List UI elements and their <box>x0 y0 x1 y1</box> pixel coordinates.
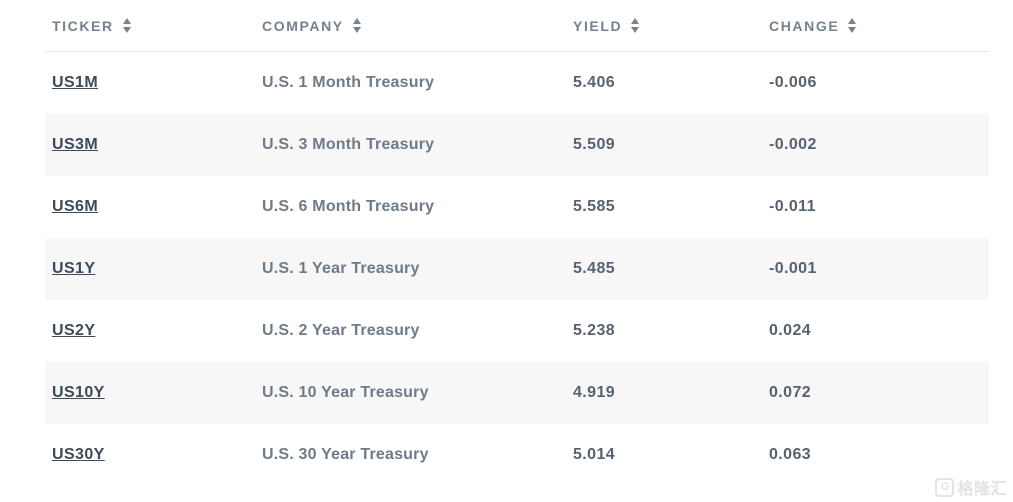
ticker-cell: US30Y <box>45 446 262 464</box>
company-cell: U.S. 30 Year Treasury <box>262 446 573 464</box>
change-cell: 0.024 <box>769 322 989 340</box>
sort-up-arrow-icon <box>352 18 361 24</box>
yield-cell: 5.406 <box>573 74 769 92</box>
yield-value: 5.014 <box>573 446 616 463</box>
column-header-label: TICKER <box>52 17 114 34</box>
column-header-ticker[interactable]: TICKER <box>45 18 262 34</box>
yield-cell: 5.485 <box>573 260 769 278</box>
ticker-cell: US1Y <box>45 260 262 278</box>
company-name: U.S. 2 Year Treasury <box>262 322 420 339</box>
sort-toggle-icon[interactable] <box>848 18 857 33</box>
change-cell: -0.002 <box>769 136 989 154</box>
table-row: US2Y U.S. 2 Year Treasury 5.238 0.024 <box>45 300 989 362</box>
change-cell: 0.063 <box>769 446 989 464</box>
company-cell: U.S. 1 Month Treasury <box>262 74 573 92</box>
change-value: -0.006 <box>769 74 817 91</box>
column-header-label: COMPANY <box>262 17 344 34</box>
table-row: US6M U.S. 6 Month Treasury 5.585 -0.011 <box>45 176 989 238</box>
ticker-link[interactable]: US2Y <box>52 322 96 339</box>
ticker-link[interactable]: US3M <box>52 136 99 153</box>
yield-value: 5.509 <box>573 136 616 153</box>
yield-cell: 4.919 <box>573 384 769 402</box>
change-cell: 0.072 <box>769 384 989 402</box>
company-cell: U.S. 3 Month Treasury <box>262 136 573 154</box>
column-header-label: CHANGE <box>769 17 840 34</box>
yield-cell: 5.585 <box>573 198 769 216</box>
sort-up-arrow-icon <box>848 18 857 24</box>
change-cell: -0.001 <box>769 260 989 278</box>
sort-toggle-icon[interactable] <box>352 18 361 33</box>
change-value: 0.063 <box>769 446 812 463</box>
column-header-yield[interactable]: YIELD <box>573 18 769 34</box>
sort-up-arrow-icon <box>122 18 131 24</box>
ticker-link[interactable]: US30Y <box>52 446 105 463</box>
sort-down-arrow-icon <box>848 27 857 33</box>
yield-cell: 5.014 <box>573 446 769 464</box>
yield-value: 5.238 <box>573 322 616 339</box>
company-cell: U.S. 6 Month Treasury <box>262 198 573 216</box>
watermark-text: 格隆汇 <box>957 481 1007 498</box>
yield-value: 5.485 <box>573 260 616 277</box>
change-value: -0.011 <box>769 198 816 215</box>
watermark-logo-icon: G <box>935 477 955 497</box>
table-header-row: TICKER COMPANY YIELD <box>45 0 989 52</box>
yield-value: 4.919 <box>573 384 616 401</box>
company-name: U.S. 1 Year Treasury <box>262 260 420 277</box>
ticker-cell: US6M <box>45 198 262 216</box>
table-row: US1Y U.S. 1 Year Treasury 5.485 -0.001 <box>45 238 989 300</box>
column-header-label: YIELD <box>573 17 623 34</box>
watermark: G 格隆汇 <box>935 475 1007 499</box>
ticker-cell: US3M <box>45 136 262 154</box>
sort-down-arrow-icon <box>352 27 361 33</box>
yield-cell: 5.509 <box>573 136 769 154</box>
table-row: US1M U.S. 1 Month Treasury 5.406 -0.006 <box>45 52 989 114</box>
company-name: U.S. 30 Year Treasury <box>262 446 429 463</box>
ticker-link[interactable]: US10Y <box>52 384 105 401</box>
change-value: 0.072 <box>769 384 812 401</box>
table-row: US3M U.S. 3 Month Treasury 5.509 -0.002 <box>45 114 989 176</box>
change-value: 0.024 <box>769 322 812 339</box>
column-header-change[interactable]: CHANGE <box>769 18 989 34</box>
table-body: US1M U.S. 1 Month Treasury 5.406 -0.006 … <box>45 52 989 486</box>
sort-down-arrow-icon <box>631 27 640 33</box>
change-cell: -0.006 <box>769 74 989 92</box>
change-value: -0.002 <box>769 136 817 153</box>
yield-cell: 5.238 <box>573 322 769 340</box>
yield-value: 5.585 <box>573 198 616 215</box>
column-header-company[interactable]: COMPANY <box>262 18 573 34</box>
ticker-link[interactable]: US1M <box>52 74 99 91</box>
company-cell: U.S. 1 Year Treasury <box>262 260 573 278</box>
ticker-cell: US2Y <box>45 322 262 340</box>
company-cell: U.S. 10 Year Treasury <box>262 384 573 402</box>
company-name: U.S. 6 Month Treasury <box>262 198 435 215</box>
sort-down-arrow-icon <box>122 27 131 33</box>
ticker-link[interactable]: US1Y <box>52 260 96 277</box>
treasury-yields-table: TICKER COMPANY YIELD <box>45 0 989 486</box>
ticker-cell: US10Y <box>45 384 262 402</box>
change-cell: -0.011 <box>769 198 989 216</box>
company-cell: U.S. 2 Year Treasury <box>262 322 573 340</box>
sort-toggle-icon[interactable] <box>631 18 640 33</box>
sort-up-arrow-icon <box>631 18 640 24</box>
table-row: US30Y U.S. 30 Year Treasury 5.014 0.063 <box>45 424 989 486</box>
company-name: U.S. 3 Month Treasury <box>262 136 435 153</box>
ticker-cell: US1M <box>45 74 262 92</box>
table-row: US10Y U.S. 10 Year Treasury 4.919 0.072 <box>45 362 989 424</box>
company-name: U.S. 1 Month Treasury <box>262 74 435 91</box>
company-name: U.S. 10 Year Treasury <box>262 384 429 401</box>
ticker-link[interactable]: US6M <box>52 198 99 215</box>
yield-value: 5.406 <box>573 74 616 91</box>
change-value: -0.001 <box>769 260 817 277</box>
sort-toggle-icon[interactable] <box>122 18 131 33</box>
